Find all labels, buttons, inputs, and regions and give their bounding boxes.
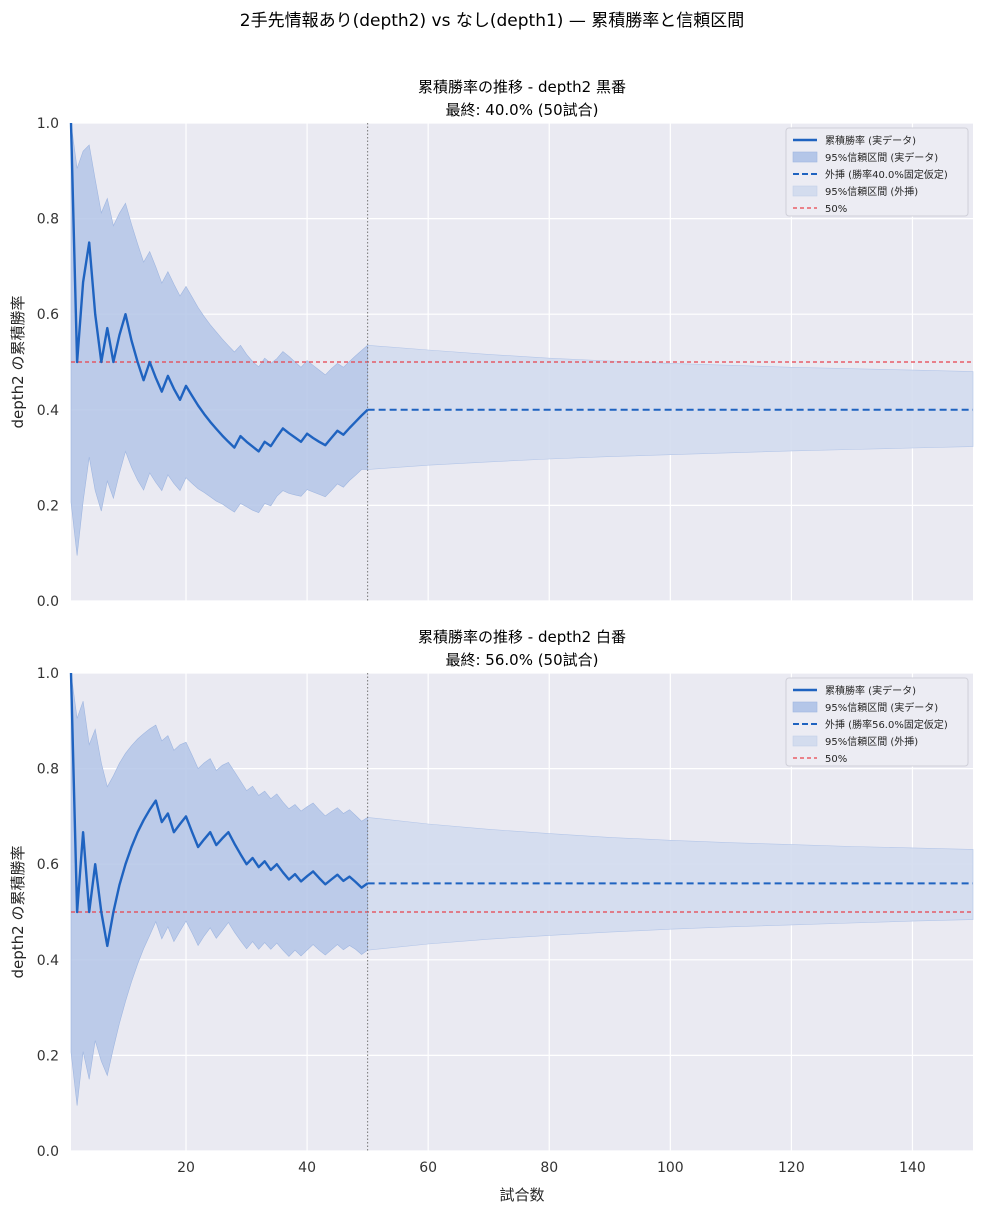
legend-label: 外挿 (勝率56.0%固定仮定)	[825, 718, 948, 731]
y-tick-label: 0.0	[37, 594, 59, 610]
legend-box	[785, 677, 969, 767]
x-axis-label: 試合数	[499, 1186, 544, 1204]
y-axis-label: depth2 の累積勝率	[9, 846, 27, 979]
legend-box	[785, 127, 969, 217]
legend-swatch-band-extrap	[792, 735, 818, 747]
cumulative-winrate-line	[69, 122, 369, 453]
legend-swatch-band-actual	[792, 701, 818, 713]
panel-subtitle: 最終: 56.0% (50試合)	[445, 651, 598, 669]
legend-label: 95%信頼区間 (外挿)	[825, 735, 918, 748]
panel-subtitle: 最終: 40.0% (50試合)	[445, 101, 598, 119]
x-tick-label: 140	[899, 1160, 926, 1176]
x-tick-label: 20	[177, 1160, 195, 1176]
ci-band-extrapolated	[367, 344, 974, 470]
x-tick-label: 80	[540, 1160, 558, 1176]
x-tick-label: 40	[298, 1160, 316, 1176]
y-axis-label: depth2 の累積勝率	[9, 296, 27, 429]
legend-swatch-band-extrap	[792, 185, 818, 197]
y-tick-label: 0.8	[37, 762, 59, 778]
y-tick-label: 1.0	[37, 666, 59, 682]
panel-title: 累積勝率の推移 - depth2 白番	[418, 628, 626, 646]
legend-label: 累積勝率 (実データ)	[825, 684, 916, 697]
panel-title: 累積勝率の推移 - depth2 黒番	[418, 78, 626, 96]
legend-label: 50%	[825, 754, 847, 765]
legend-label: 95%信頼区間 (実データ)	[825, 701, 938, 714]
x-tick-label: 120	[778, 1160, 805, 1176]
x-tick-label: 100	[657, 1160, 684, 1176]
y-tick-label: 0.6	[37, 307, 59, 323]
y-tick-label: 0.4	[37, 403, 59, 419]
legend-swatch-band-actual	[792, 151, 818, 163]
cumulative-winrate-line	[69, 672, 369, 948]
legend-label: 50%	[825, 204, 847, 215]
y-tick-label: 0.4	[37, 953, 59, 969]
legend-label: 95%信頼区間 (実データ)	[825, 151, 938, 164]
y-tick-label: 0.2	[37, 498, 59, 514]
figure-title: 2手先情報あり(depth2) vs なし(depth1) — 累積勝率と信頼区…	[240, 11, 744, 31]
y-tick-label: 0.8	[37, 212, 59, 228]
legend-label: 外挿 (勝率40.0%固定仮定)	[825, 168, 948, 181]
x-tick-label: 60	[419, 1160, 437, 1176]
y-tick-label: 0.0	[37, 1144, 59, 1160]
legend-label: 95%信頼区間 (外挿)	[825, 185, 918, 198]
legend-label: 累積勝率 (実データ)	[825, 134, 916, 147]
y-tick-label: 0.2	[37, 1048, 59, 1064]
y-tick-label: 0.6	[37, 857, 59, 873]
y-tick-label: 1.0	[37, 116, 59, 132]
